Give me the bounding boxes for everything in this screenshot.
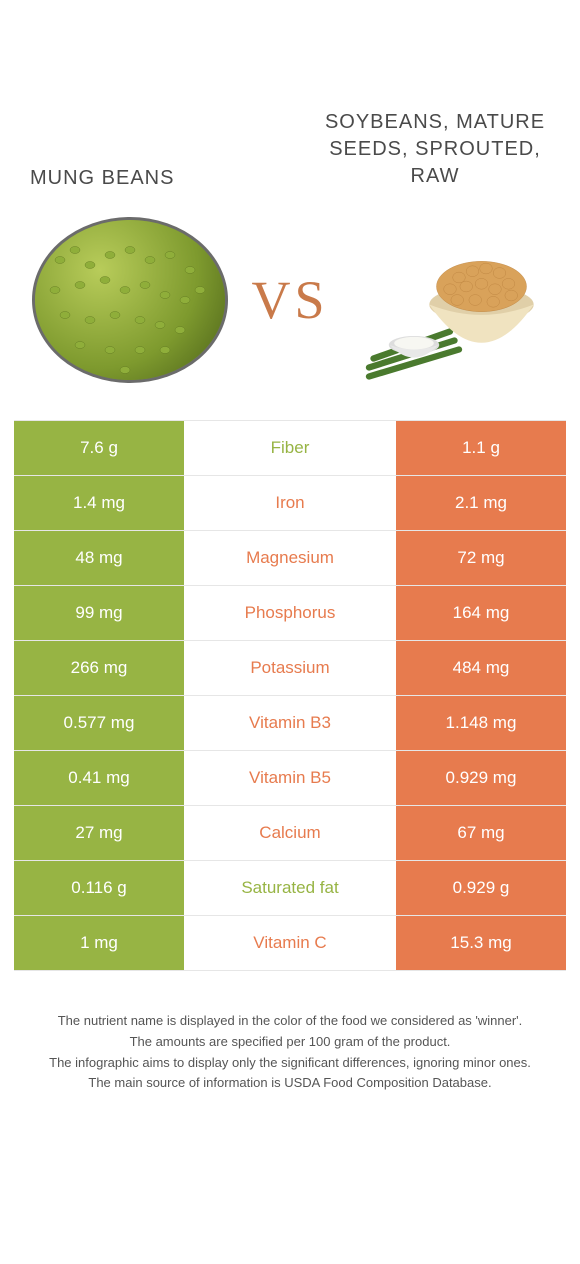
footnote-line: The nutrient name is displayed in the co… bbox=[30, 1011, 550, 1032]
value-right: 15.3 mg bbox=[396, 916, 566, 970]
nutrient-label: Vitamin C bbox=[184, 916, 396, 970]
value-right: 0.929 mg bbox=[396, 751, 566, 805]
nutrient-label: Saturated fat bbox=[184, 861, 396, 915]
table-row: 1 mgVitamin C15.3 mg bbox=[14, 915, 566, 971]
nutrient-label: Iron bbox=[184, 476, 396, 530]
value-right: 72 mg bbox=[396, 531, 566, 585]
food-image-right bbox=[350, 200, 550, 400]
images-row: VS bbox=[0, 200, 580, 420]
value-left: 0.116 g bbox=[14, 861, 184, 915]
value-left: 0.577 mg bbox=[14, 696, 184, 750]
value-left: 266 mg bbox=[14, 641, 184, 695]
food-image-left bbox=[30, 200, 230, 400]
table-row: 0.577 mgVitamin B31.148 mg bbox=[14, 695, 566, 750]
nutrient-label: Phosphorus bbox=[184, 586, 396, 640]
table-row: 1.4 mgIron2.1 mg bbox=[14, 475, 566, 530]
header: MUNG BEANS SOYBEANS, MATURE SEEDS, SPROU… bbox=[0, 0, 580, 200]
value-left: 0.41 mg bbox=[14, 751, 184, 805]
value-left: 48 mg bbox=[14, 531, 184, 585]
nutrient-label: Magnesium bbox=[184, 531, 396, 585]
food-title-left: MUNG BEANS bbox=[30, 167, 174, 190]
food-title-right: SOYBEANS, MATURE SEEDS, SPROUTED, RAW bbox=[320, 109, 550, 190]
value-right: 1.1 g bbox=[396, 421, 566, 475]
value-right: 2.1 mg bbox=[396, 476, 566, 530]
table-row: 99 mgPhosphorus164 mg bbox=[14, 585, 566, 640]
value-left: 99 mg bbox=[14, 586, 184, 640]
comparison-table: 7.6 gFiber1.1 g1.4 mgIron2.1 mg48 mgMagn… bbox=[0, 420, 580, 971]
nutrient-label: Vitamin B5 bbox=[184, 751, 396, 805]
value-right: 0.929 g bbox=[396, 861, 566, 915]
footnote-line: The main source of information is USDA F… bbox=[30, 1073, 550, 1094]
value-right: 1.148 mg bbox=[396, 696, 566, 750]
table-row: 0.41 mgVitamin B50.929 mg bbox=[14, 750, 566, 805]
table-row: 27 mgCalcium67 mg bbox=[14, 805, 566, 860]
footnote-line: The infographic aims to display only the… bbox=[30, 1053, 550, 1074]
table-row: 7.6 gFiber1.1 g bbox=[14, 420, 566, 475]
table-row: 266 mgPotassium484 mg bbox=[14, 640, 566, 695]
nutrient-label: Fiber bbox=[184, 421, 396, 475]
nutrient-label: Potassium bbox=[184, 641, 396, 695]
value-left: 7.6 g bbox=[14, 421, 184, 475]
value-left: 1 mg bbox=[14, 916, 184, 970]
nutrient-label: Calcium bbox=[184, 806, 396, 860]
nutrient-label: Vitamin B3 bbox=[184, 696, 396, 750]
table-row: 0.116 gSaturated fat0.929 g bbox=[14, 860, 566, 915]
value-right: 67 mg bbox=[396, 806, 566, 860]
vs-label: VS bbox=[251, 269, 328, 331]
footnotes: The nutrient name is displayed in the co… bbox=[0, 971, 580, 1114]
value-right: 164 mg bbox=[396, 586, 566, 640]
footnote-line: The amounts are specified per 100 gram o… bbox=[30, 1032, 550, 1053]
value-right: 484 mg bbox=[396, 641, 566, 695]
table-row: 48 mgMagnesium72 mg bbox=[14, 530, 566, 585]
value-left: 1.4 mg bbox=[14, 476, 184, 530]
value-left: 27 mg bbox=[14, 806, 184, 860]
